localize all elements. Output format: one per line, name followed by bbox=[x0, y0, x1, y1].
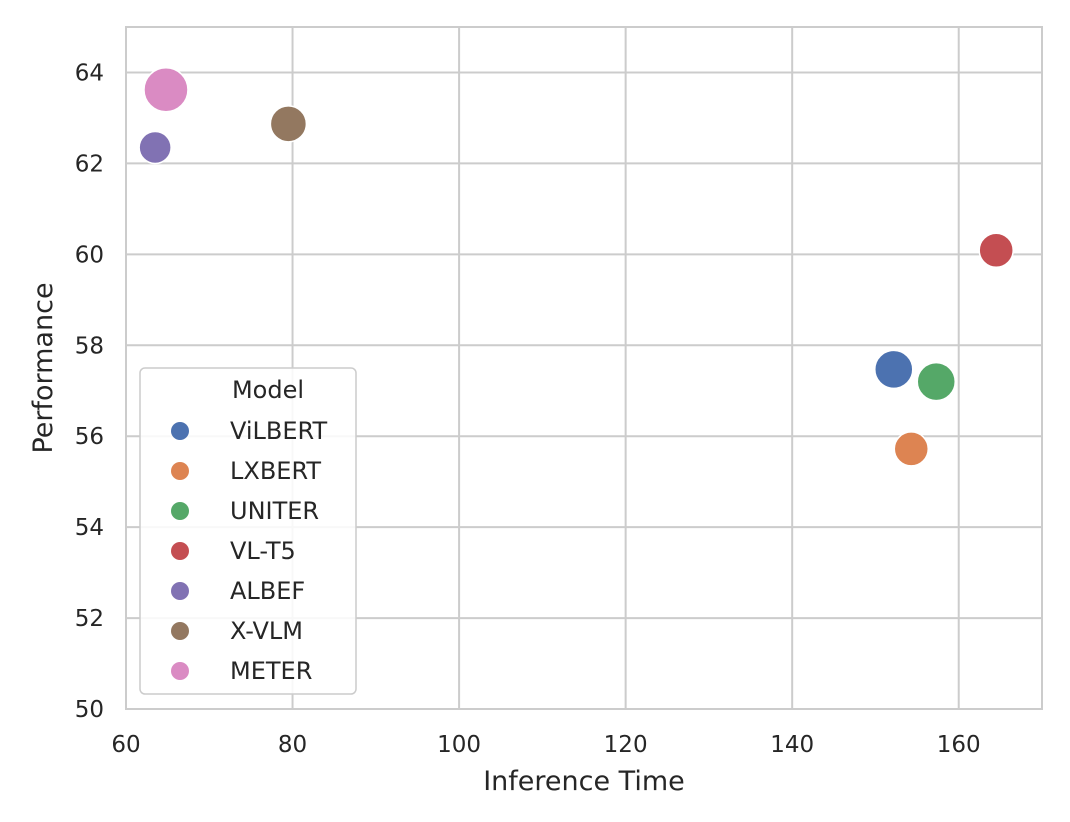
x-tick-label: 120 bbox=[604, 732, 648, 758]
legend-marker-lxbert bbox=[171, 462, 189, 480]
legend-label-albef: ALBEF bbox=[230, 577, 305, 605]
y-tick-label: 62 bbox=[75, 151, 104, 177]
point-vilbert bbox=[874, 349, 914, 390]
y-tick-label: 56 bbox=[75, 424, 104, 450]
x-tick-label: 80 bbox=[278, 732, 307, 758]
y-tick-label: 52 bbox=[75, 606, 104, 632]
x-tick-label: 140 bbox=[770, 732, 814, 758]
point-x-vlm bbox=[269, 105, 308, 143]
legend-marker-albef bbox=[171, 582, 189, 600]
y-tick-label: 58 bbox=[75, 333, 104, 359]
point-vl-t5 bbox=[978, 232, 1014, 268]
legend-label-meter: METER bbox=[230, 657, 312, 685]
axis-ticks: 60 80 100 120 140 160 50 52 54 56 58 60 62 64 bbox=[75, 60, 981, 758]
legend-marker-meter bbox=[171, 662, 189, 680]
point-albef bbox=[138, 130, 172, 165]
legend-items: ViLBERT LXBERT UNITER VL-T5 ALBEF X-VLM METER bbox=[171, 417, 327, 685]
x-tick-label: 100 bbox=[437, 732, 481, 758]
x-tick-label: 60 bbox=[111, 732, 140, 758]
legend-marker-x-vlm bbox=[171, 622, 189, 640]
y-tick-label: 54 bbox=[75, 515, 104, 541]
grid bbox=[125, 27, 1042, 710]
plot-frame bbox=[125, 26, 1043, 710]
y-tick-label: 60 bbox=[75, 242, 104, 268]
legend-label-vl-t5: VL-T5 bbox=[230, 537, 296, 565]
y-tick-label: 64 bbox=[75, 60, 104, 86]
legend-label-vilbert: ViLBERT bbox=[230, 417, 327, 445]
data-points bbox=[138, 66, 1014, 467]
point-lxbert bbox=[893, 431, 930, 467]
legend-label-x-vlm: X-VLM bbox=[230, 617, 303, 645]
x-axis-label: Inference Time bbox=[483, 766, 685, 797]
legend-marker-uniter bbox=[171, 502, 189, 520]
legend-box bbox=[139, 367, 357, 695]
x-tick-label: 160 bbox=[937, 732, 981, 758]
legend-label-uniter: UNITER bbox=[230, 497, 319, 525]
legend: Model ViLBERT LXBERT UNITER VL-T5 ALBEF X-VLM… bbox=[139, 367, 357, 695]
legend-title: Model bbox=[232, 376, 304, 404]
point-meter bbox=[143, 66, 189, 113]
point-uniter bbox=[916, 361, 956, 402]
legend-label-lxbert: LXBERT bbox=[230, 457, 321, 485]
legend-marker-vl-t5 bbox=[171, 542, 189, 560]
legend-marker-vilbert bbox=[171, 422, 189, 440]
y-tick-label: 50 bbox=[75, 697, 104, 723]
y-axis-label: Performance bbox=[28, 282, 59, 453]
